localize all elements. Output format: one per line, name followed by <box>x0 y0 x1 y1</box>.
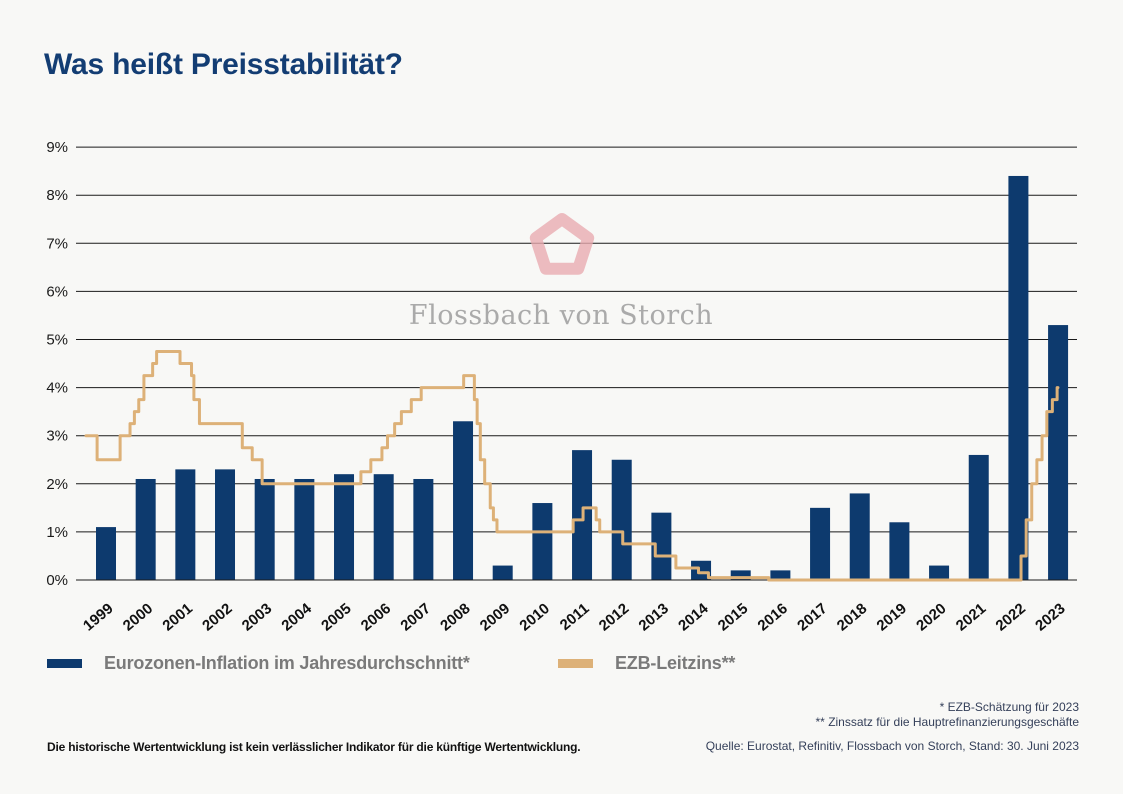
x-tick-label-2004: 2004 <box>278 600 315 635</box>
y-tick-label: 3% <box>46 428 68 445</box>
inflation-bar-1999 <box>96 527 116 580</box>
y-tick-label: 4% <box>46 380 68 397</box>
x-tick-label-2017: 2017 <box>794 600 830 634</box>
x-tick-label-2010: 2010 <box>516 600 552 634</box>
x-tick-label-2008: 2008 <box>437 600 473 634</box>
inflation-bar-2013 <box>651 512 672 580</box>
x-tick-label-2011: 2011 <box>557 600 593 634</box>
x-tick-label-1999: 1999 <box>80 600 116 634</box>
inflation-bar-2015 <box>730 570 751 580</box>
x-tick-label-2016: 2016 <box>754 600 790 634</box>
x-tick-label-2019: 2019 <box>873 600 909 634</box>
inflation-bar-2019 <box>889 522 910 580</box>
x-tick-label-2013: 2013 <box>635 600 671 634</box>
inflation-bar-2010 <box>532 503 553 580</box>
y-tick-label: 1% <box>46 524 68 541</box>
y-tick-label: 5% <box>46 332 68 349</box>
inflation-bar-2014 <box>691 560 712 580</box>
inflation-bar-2001 <box>175 469 196 580</box>
x-tick-label-2001: 2001 <box>159 600 195 634</box>
x-tick-label-2023: 2023 <box>1032 600 1068 634</box>
x-tick-label-2000: 2000 <box>120 600 156 634</box>
inflation-bar-2008 <box>453 421 474 580</box>
leitzins-step-line <box>84 350 1060 582</box>
x-tick-label-2009: 2009 <box>477 600 513 634</box>
legend-item-inflation: Eurozonen-Inflation im Jahresdurchschnit… <box>47 653 470 674</box>
footnotes: * EZB-Schätzung für 2023 ** Zinssatz für… <box>816 700 1079 730</box>
inflation-bar-2004 <box>294 478 315 580</box>
inflation-bar-2003 <box>254 478 275 580</box>
x-tick-label-2018: 2018 <box>834 600 870 634</box>
x-tick-label-2012: 2012 <box>596 600 632 634</box>
x-tick-label-2020: 2020 <box>913 600 949 634</box>
legend-label-leitzins: EZB-Leitzins** <box>615 653 736 673</box>
legend-label-inflation: Eurozonen-Inflation im Jahresdurchschnit… <box>104 653 470 673</box>
source-line: Quelle: Eurostat, Refinitiv, Flossbach v… <box>705 739 1079 753</box>
y-tick-label: 6% <box>46 283 68 300</box>
x-tick-label-2007: 2007 <box>397 600 433 634</box>
legend-item-leitzins: EZB-Leitzins** <box>558 653 735 674</box>
footnote-2: ** Zinssatz für die Hauptrefinanzierungs… <box>815 715 1079 729</box>
x-tick-label-2002: 2002 <box>199 600 235 634</box>
y-tick-label: 7% <box>46 235 68 252</box>
inflation-bar-2012 <box>611 459 632 580</box>
leitzins-line-swatch-icon <box>558 659 593 668</box>
footnote-1: * EZB-Schätzung für 2023 <box>939 700 1079 714</box>
x-tick-label-2006: 2006 <box>358 600 394 634</box>
inflation-bar-2020 <box>929 565 950 580</box>
x-tick-label-2022: 2022 <box>992 600 1028 634</box>
disclaimer: Die historische Wertentwicklung ist kein… <box>47 740 581 754</box>
inflation-bar-2007 <box>413 478 434 580</box>
x-tick-label-2003: 2003 <box>239 600 275 634</box>
inflation-bar-2002 <box>215 469 236 580</box>
inflation-bar-2017 <box>810 507 831 580</box>
y-tick-label: 0% <box>46 572 68 589</box>
page-title: Was heißt Preisstabilität? <box>44 48 403 81</box>
inflation-bar-2000 <box>135 478 156 580</box>
y-tick-label: 8% <box>46 187 68 204</box>
inflation-bar-2009 <box>492 565 513 580</box>
y-tick-label: 9% <box>46 139 68 156</box>
x-tick-label-2005: 2005 <box>318 600 354 634</box>
x-tick-label-2015: 2015 <box>715 600 751 634</box>
inflation-bar-2021 <box>968 454 989 580</box>
x-tick-label-2021: 2021 <box>953 600 989 634</box>
y-tick-label: 2% <box>46 476 68 493</box>
inflation-bar-swatch-icon <box>47 659 82 668</box>
inflation-bar-2006 <box>373 474 394 580</box>
inflation-bar-2023 <box>1048 325 1069 580</box>
inflation-bar-2005 <box>334 474 355 580</box>
inflation-bar-2016 <box>770 570 791 580</box>
inflation-bar-2018 <box>849 493 870 580</box>
x-tick-label-2014: 2014 <box>675 600 712 635</box>
inflation-bar-2022 <box>1008 175 1029 580</box>
